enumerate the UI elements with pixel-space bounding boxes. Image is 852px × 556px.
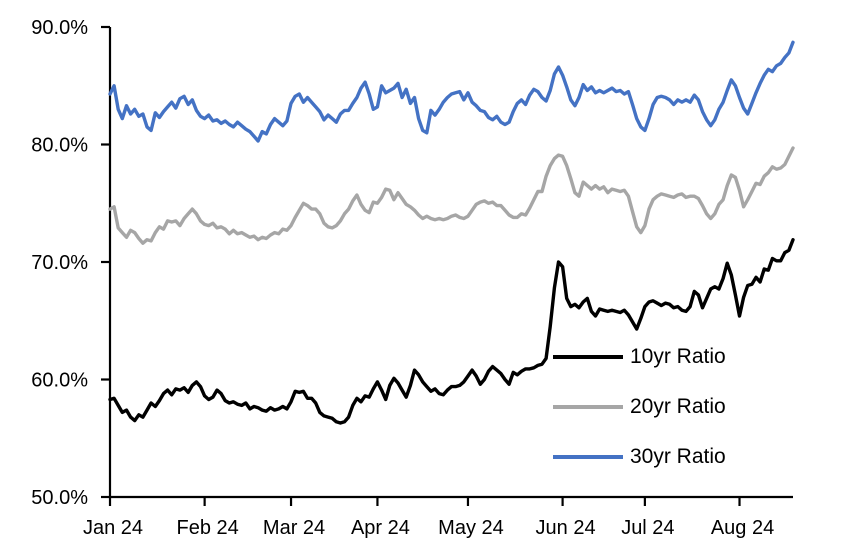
legend-swatch-30yr (553, 455, 623, 459)
x-axis-tick-label: May 24 (438, 517, 504, 539)
x-axis-tick-label: Aug 24 (711, 517, 774, 539)
legend-item-30yr: 30yr Ratio (553, 445, 726, 469)
y-axis-tick-label: 80.0% (31, 135, 88, 157)
y-axis-tick-label: 50.0% (31, 487, 88, 509)
x-axis-tick-label: Apr 24 (351, 517, 410, 539)
x-axis-tick-label: Feb 24 (176, 517, 238, 539)
series-line-20yr-ratio (108, 146, 795, 245)
y-axis-tick-label: 60.0% (31, 370, 88, 392)
legend-label-10yr: 10yr Ratio (630, 345, 726, 368)
legend-item-20yr: 20yr Ratio (553, 395, 726, 419)
legend: 10yr Ratio 20yr Ratio 30yr Ratio (553, 345, 726, 469)
x-axis-tick-label: Jan 24 (83, 517, 143, 539)
y-axis-tick-label: 70.0% (31, 252, 88, 274)
y-axis-tick-label: 90.0% (31, 17, 88, 39)
legend-label-30yr: 30yr Ratio (630, 445, 726, 468)
legend-label-20yr: 20yr Ratio (630, 395, 726, 418)
series-line-10yr-ratio (108, 237, 795, 425)
x-axis-tick-label: Jul 24 (621, 517, 674, 539)
legend-swatch-20yr (553, 405, 623, 409)
x-axis-tick-label: Mar 24 (263, 517, 325, 539)
x-axis-tick-label: Jun 24 (536, 517, 596, 539)
legend-item-10yr: 10yr Ratio (553, 345, 726, 369)
legend-swatch-10yr (553, 355, 623, 359)
series-line-30yr-ratio (108, 40, 795, 143)
